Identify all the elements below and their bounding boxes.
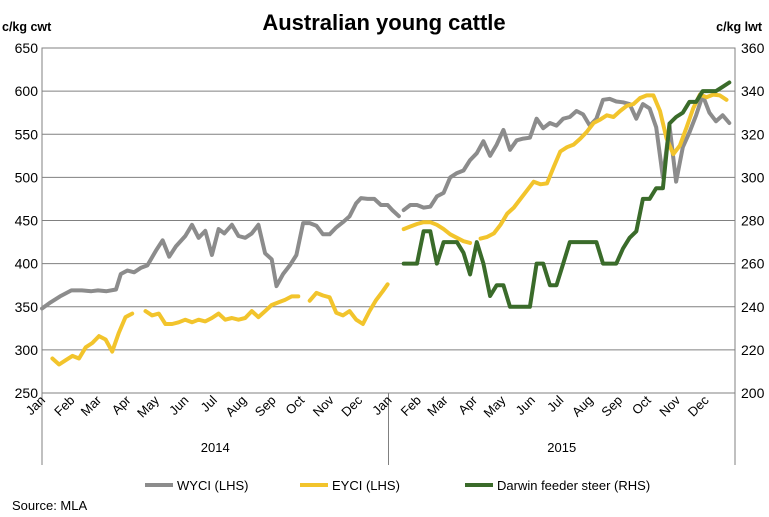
series-line xyxy=(401,93,732,213)
month-tick-label: May xyxy=(481,392,509,420)
month-tick-label: Jul xyxy=(544,392,566,414)
month-tick-label: Aug xyxy=(222,393,249,420)
legend-label: EYCI (LHS) xyxy=(332,478,400,493)
right-tick-label: 200 xyxy=(741,385,765,401)
right-axis-unit: c/kg lwt xyxy=(716,20,763,34)
series-line xyxy=(40,196,401,311)
series-line xyxy=(307,282,390,326)
legend-label: Darwin feeder steer (RHS) xyxy=(497,478,650,493)
left-axis-unit: c/kg cwt xyxy=(2,20,52,34)
series-line xyxy=(478,92,729,241)
gridlines xyxy=(41,47,736,394)
month-tick-label: Oct xyxy=(282,392,307,417)
left-tick-label: 600 xyxy=(15,83,39,99)
left-tick-label: 250 xyxy=(15,385,39,401)
month-tick-label: Dec xyxy=(338,392,365,419)
left-tick-label: 650 xyxy=(15,40,39,56)
right-tick-label: 220 xyxy=(741,342,765,358)
month-tick-label: Apr xyxy=(109,392,134,417)
right-tick-label: 360 xyxy=(741,40,765,56)
source-note: Source: MLA xyxy=(12,498,87,513)
month-tick-label: Nov xyxy=(310,392,337,419)
left-tick-label: 450 xyxy=(15,213,39,229)
month-tick-label: Jul xyxy=(198,392,220,414)
right-tick-label: 300 xyxy=(741,169,765,185)
month-tick-label: Mar xyxy=(424,392,451,419)
right-tick-label: 340 xyxy=(741,83,765,99)
series-line xyxy=(401,80,732,309)
year-label: 2014 xyxy=(201,440,230,455)
month-tick-label: Sep xyxy=(598,393,625,420)
left-tick-label: 350 xyxy=(15,299,39,315)
series-line xyxy=(50,311,135,367)
month-tick-label: May xyxy=(134,392,162,420)
x-axis: Jan Feb Mar Apr May Jun Jul Aug Sep Oct Nov Dec2014… xyxy=(23,392,736,465)
chart-title: Australian young cattle xyxy=(262,10,505,35)
month-tick-label: Jan xyxy=(369,393,394,418)
month-tick-label: Dec xyxy=(685,392,712,419)
series-line xyxy=(401,220,473,245)
right-tick-label: 280 xyxy=(741,213,765,229)
series-line xyxy=(143,294,301,326)
left-tick-label: 500 xyxy=(15,169,39,185)
legend-label: WYCI (LHS) xyxy=(177,478,249,493)
month-tick-label: Aug xyxy=(569,393,596,420)
right-tick-label: 240 xyxy=(741,299,765,315)
month-tick-label: Mar xyxy=(78,392,105,419)
right-axis-ticks: 200 220 240 260 280 300 320 340 360 xyxy=(741,40,765,401)
month-tick-label: Feb xyxy=(398,393,424,419)
month-tick-label: Apr xyxy=(455,392,480,417)
month-tick-label: Jun xyxy=(513,393,538,418)
left-tick-label: 550 xyxy=(15,126,39,142)
left-axis-ticks: 250 300 350 400 450 500 550 600 650 xyxy=(15,40,39,401)
month-tick-label: Jun xyxy=(166,393,191,418)
month-tick-label: Sep xyxy=(252,393,279,420)
month-tick-label: Nov xyxy=(656,392,683,419)
month-tick-label: Oct xyxy=(629,392,654,417)
legend: WYCI (LHS) EYCI (LHS) Darwin feeder steer … xyxy=(145,478,650,493)
right-tick-label: 260 xyxy=(741,256,765,272)
month-tick-label: Feb xyxy=(51,393,77,419)
year-label: 2015 xyxy=(547,440,576,455)
plot-lines xyxy=(40,80,732,367)
left-tick-label: 400 xyxy=(15,256,39,272)
left-tick-label: 300 xyxy=(15,342,39,358)
right-tick-label: 320 xyxy=(741,126,765,142)
